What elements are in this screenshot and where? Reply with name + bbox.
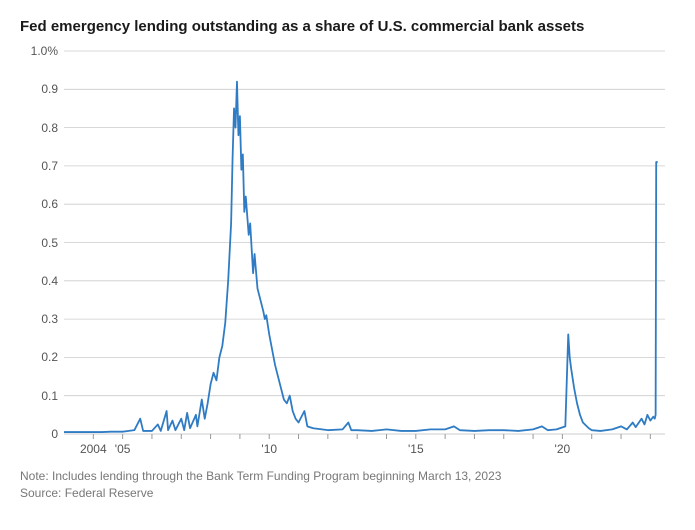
chart-container: Fed emergency lending outstanding as a s… [0, 0, 695, 530]
y-axis-label: 0.1 [22, 389, 58, 403]
y-axis-label: 0 [22, 427, 58, 441]
chart-footer: Note: Includes lending through the Bank … [20, 468, 675, 502]
y-axis-label: 0.6 [22, 197, 58, 211]
chart-svg [20, 45, 675, 460]
x-axis-label: '05 [115, 442, 131, 456]
y-axis-label: 0.8 [22, 121, 58, 135]
x-axis-label: 2004 [80, 442, 107, 456]
chart-note: Note: Includes lending through the Bank … [20, 468, 675, 485]
y-axis-label: 0.3 [22, 312, 58, 326]
series-line [64, 82, 658, 432]
y-axis-label: 0.2 [22, 350, 58, 364]
y-axis-label: 0.5 [22, 236, 58, 250]
x-axis-label: '10 [261, 442, 277, 456]
y-axis-label: 0.9 [22, 82, 58, 96]
x-axis-label: '15 [408, 442, 424, 456]
y-axis-label: 0.4 [22, 274, 58, 288]
x-axis-label: '20 [555, 442, 571, 456]
chart-source: Source: Federal Reserve [20, 485, 675, 502]
plot-area: 0 0.1 0.2 0.3 0.4 0.5 0.6 0.7 0.8 0.9 1.0% 2004 '05 '… [20, 45, 675, 460]
y-axis-label: 1.0% [22, 44, 58, 58]
chart-title: Fed emergency lending outstanding as a s… [20, 18, 675, 35]
y-axis-label: 0.7 [22, 159, 58, 173]
